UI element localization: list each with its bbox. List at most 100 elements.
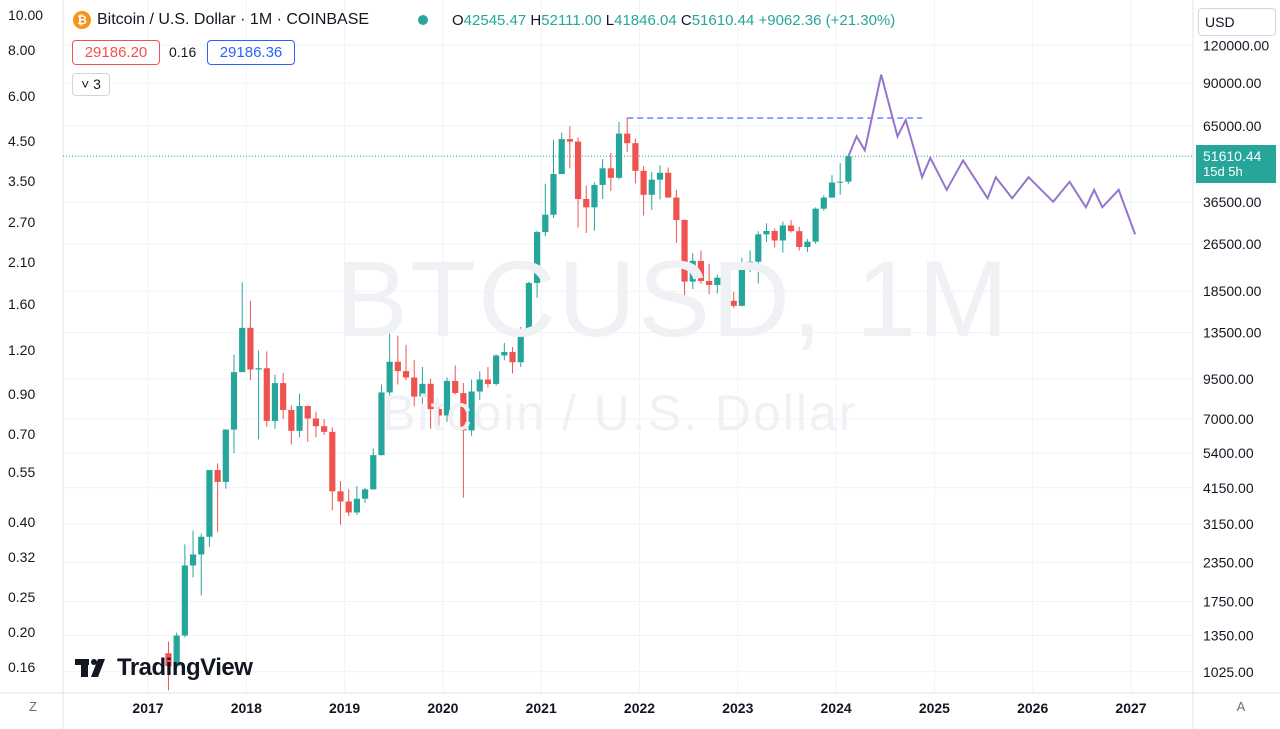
candle-body [189,554,197,566]
projection-path [847,74,1137,235]
candle-body [681,219,688,282]
price-axis-tick-label: 3150.00 [1203,516,1254,532]
candle-body [599,168,606,185]
left-axis-tick-label: 0.16 [8,659,35,675]
candle-body [361,489,369,499]
candle-body [837,181,844,183]
candle-body [525,282,533,330]
candle-body [222,429,229,482]
description-watermark: Bitcoin / U.S. Dollar [382,385,858,441]
left-axis-tick-label: 6.00 [8,88,35,104]
symbol-title[interactable]: Bitcoin / U.S. Dollar · 1M · COINBASE [97,11,370,28]
sell-button[interactable]: 29186.20 [72,40,160,65]
candle-body [198,536,205,555]
candle-body [337,491,344,502]
candle-body [828,182,836,198]
candle-body [779,225,786,241]
time-axis-tick-label: 2025 [919,700,950,716]
candle-body [607,168,614,178]
candle-body [288,409,295,431]
candle-body [746,261,754,263]
left-axis-tick-label: 2.10 [8,254,35,270]
high-label: H [530,12,542,29]
candle-body [206,470,213,537]
time-axis-tick-label: 2021 [526,700,557,716]
candle-body [181,565,188,636]
candle-body [796,231,803,247]
change-value: +9062.36 (+21.30%) [758,12,896,29]
price-axis-tick-label: 7000.00 [1203,411,1254,427]
price-axis-tick-label: 1350.00 [1203,628,1254,644]
low-value: 41846.04 [614,12,677,29]
zoom-reset-button[interactable]: Z [29,699,37,714]
candle-body [173,635,180,667]
time-axis-tick-label: 2017 [132,700,163,716]
candle-body [812,208,819,242]
symbol-watermark: BTCUSD, 1M [336,238,1011,359]
price-axis-tick-label: 4150.00 [1203,480,1254,496]
left-axis-tick-label: 0.90 [8,386,35,402]
candle-body [542,214,549,233]
candle-body [583,198,590,208]
candle-body [771,230,778,241]
price-axis-tick-label: 5400.00 [1203,445,1254,461]
candle-body [255,368,262,370]
left-axis-tick-label: 0.40 [8,514,35,530]
candle-body [214,470,221,482]
candle-body [730,300,737,306]
candle-body [271,383,279,421]
last-price-label: 51610.44 15d 5h [1196,145,1276,183]
candle-body [509,352,516,363]
tradingview-logo-icon [75,659,105,677]
currency-selector[interactable]: USD [1198,8,1276,36]
market-open-status-icon [418,15,428,25]
close-value: 51610.44 [691,12,755,29]
left-axis-tick-label: 10.00 [8,7,43,23]
candle-body [165,653,172,667]
indicators-toggle-button[interactable]: ˅ 3 [72,73,110,96]
time-axis-tick-label: 2020 [427,700,458,716]
left-axis-tick-label: 0.25 [8,589,35,605]
candle-body [263,368,270,421]
bitcoin-icon: ₿ [73,11,91,29]
candle-body [574,141,582,199]
candle-body [706,280,713,285]
candle-body [697,260,705,281]
candle-body [550,173,557,215]
candle-body [632,143,639,171]
ohlc-legend: O42545.47 H52111.00 L41846.04 C51610.44 … [452,12,895,29]
left-axis-tick-label: 0.32 [8,549,35,565]
low-label: L [605,12,615,29]
open-label: O [452,12,464,29]
candle-body [452,380,459,394]
candle-body [386,361,393,393]
left-axis-tick-label: 4.50 [8,133,35,149]
candle-body [370,455,377,490]
candle-body [394,361,401,372]
auto-scale-button[interactable]: A [1236,699,1246,714]
time-axis-tick-label: 2023 [722,700,753,716]
candle-body [673,197,680,220]
candle-body [591,184,598,208]
candle-body [312,418,320,427]
candle-body [689,260,696,282]
left-axis-tick-label: 1.60 [8,296,35,312]
candle-body [738,262,745,306]
price-axis-tick-label: 26500.00 [1203,236,1262,252]
candle-body [468,391,475,431]
candle-body [427,383,434,410]
candle-body [501,352,508,356]
price-axis-tick-label: 120000.00 [1203,37,1269,53]
candle-body [230,372,238,430]
candle-body [329,431,336,492]
left-axis-tick-label: 8.00 [8,42,35,58]
candle-body [296,405,303,431]
high-value: 52111.00 [541,12,602,29]
candle-body [476,379,483,392]
candle-body [419,383,426,397]
price-axis-tick-label: 13500.00 [1203,325,1262,341]
buy-button[interactable]: 29186.36 [207,40,295,65]
tradingview-logo[interactable]: TradingView [75,654,253,682]
candle-body [460,393,467,431]
